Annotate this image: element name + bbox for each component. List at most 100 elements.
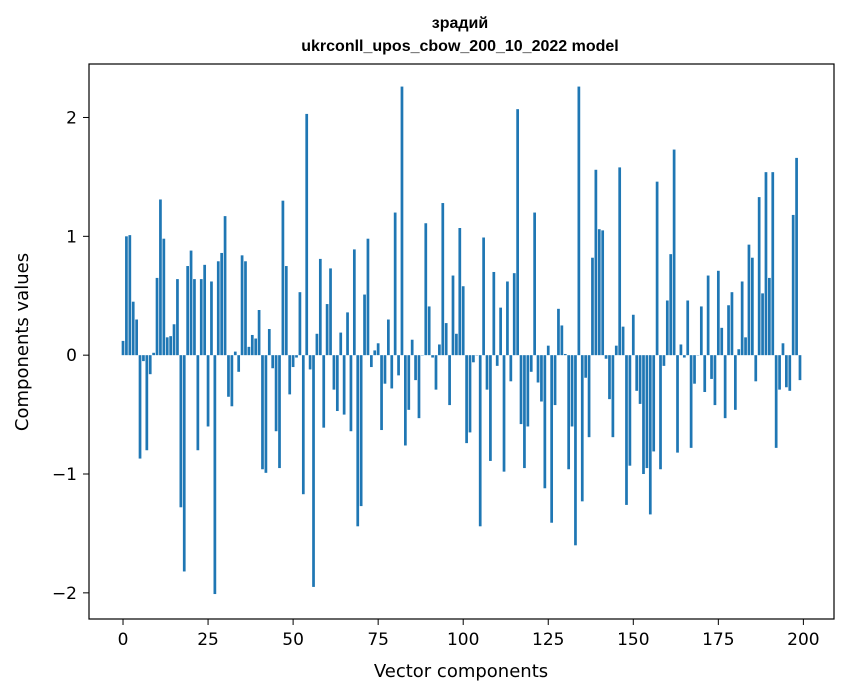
bar: [665, 300, 669, 356]
x-axis-label: Vector components: [374, 661, 548, 682]
bar: [451, 275, 455, 356]
bar: [754, 355, 758, 382]
bar: [444, 323, 448, 356]
bar: [750, 257, 754, 356]
bar: [495, 355, 499, 366]
x-tick-label: 175: [702, 630, 734, 650]
bar: [193, 279, 196, 356]
bar: [461, 286, 465, 356]
bar: [424, 223, 428, 356]
bar: [366, 238, 370, 356]
y-tick-label: −2: [52, 584, 77, 604]
bar: [519, 355, 523, 425]
bar: [618, 167, 622, 356]
bar: [723, 355, 727, 419]
bar: [550, 355, 554, 523]
bar: [400, 86, 404, 356]
bar: [706, 275, 710, 356]
bar: [176, 279, 179, 356]
bar: [509, 355, 513, 382]
bar: [383, 355, 387, 384]
x-tick-label: 25: [197, 630, 219, 650]
bar: [213, 355, 217, 595]
bar: [376, 343, 380, 356]
bar: [526, 355, 530, 427]
bar: [761, 293, 764, 356]
bar: [186, 266, 190, 356]
x-tick-label: 75: [367, 630, 389, 650]
bar: [631, 314, 635, 356]
bar: [465, 355, 468, 444]
bar: [679, 344, 683, 356]
bar: [795, 157, 798, 356]
bar: [342, 355, 346, 415]
bar: [441, 203, 445, 356]
bar: [305, 113, 309, 356]
bar: [669, 254, 673, 356]
bar: [312, 355, 315, 587]
bar: [567, 355, 571, 470]
bar: [359, 355, 363, 507]
bar: [574, 355, 577, 546]
bar: [216, 261, 220, 356]
bar: [693, 355, 696, 384]
bar: [788, 355, 792, 391]
bar: [210, 281, 213, 356]
bar: [152, 352, 155, 356]
bar: [557, 308, 560, 356]
bar: [699, 306, 703, 356]
bar: [393, 212, 397, 356]
bar: [563, 353, 567, 356]
bar: [233, 351, 237, 356]
y-axis-label: Components values: [12, 253, 33, 431]
x-tick-label: 50: [282, 630, 304, 650]
bar: [781, 343, 785, 356]
bar: [414, 355, 417, 381]
bar: [159, 199, 162, 356]
bar: [638, 355, 642, 404]
bar: [288, 355, 292, 395]
bar: [138, 355, 142, 459]
bar: [676, 355, 679, 453]
bar: [267, 329, 271, 356]
bar: [315, 333, 319, 356]
bar: [431, 355, 434, 358]
bar: [352, 249, 356, 356]
bar: [584, 355, 588, 378]
bar: [455, 333, 458, 356]
bar: [284, 266, 288, 356]
bar: [301, 355, 305, 495]
bar: [652, 355, 656, 452]
bar: [448, 355, 451, 406]
bar: [727, 305, 730, 356]
bar: [121, 340, 125, 356]
bar: [482, 237, 485, 356]
bar: [628, 355, 632, 466]
x-tick-label: 200: [787, 630, 819, 650]
bar: [322, 355, 326, 428]
bar: [546, 345, 550, 356]
bar: [250, 334, 254, 356]
bar: [397, 355, 400, 376]
bar: [281, 200, 285, 356]
bar: [318, 258, 322, 356]
x-axis-ticks: 0 25 50 75 100 125 150 175 200: [118, 619, 820, 650]
bar: [380, 355, 383, 431]
bar: [230, 355, 234, 407]
bar: [642, 355, 645, 475]
bar: [203, 264, 207, 356]
bar: [278, 355, 281, 469]
bar: [512, 273, 516, 356]
bar: [339, 332, 343, 356]
bar: [247, 346, 251, 356]
bar: [472, 355, 475, 363]
y-tick-label: −1: [52, 465, 77, 485]
bar: [131, 301, 135, 356]
bar: [369, 355, 373, 368]
bar: [223, 216, 227, 356]
bar: [155, 277, 159, 356]
bar: [768, 277, 771, 356]
chart-subtitle: ukrconll_upos_cbow_200_10_2022 model: [301, 38, 618, 55]
bar: [587, 355, 591, 438]
